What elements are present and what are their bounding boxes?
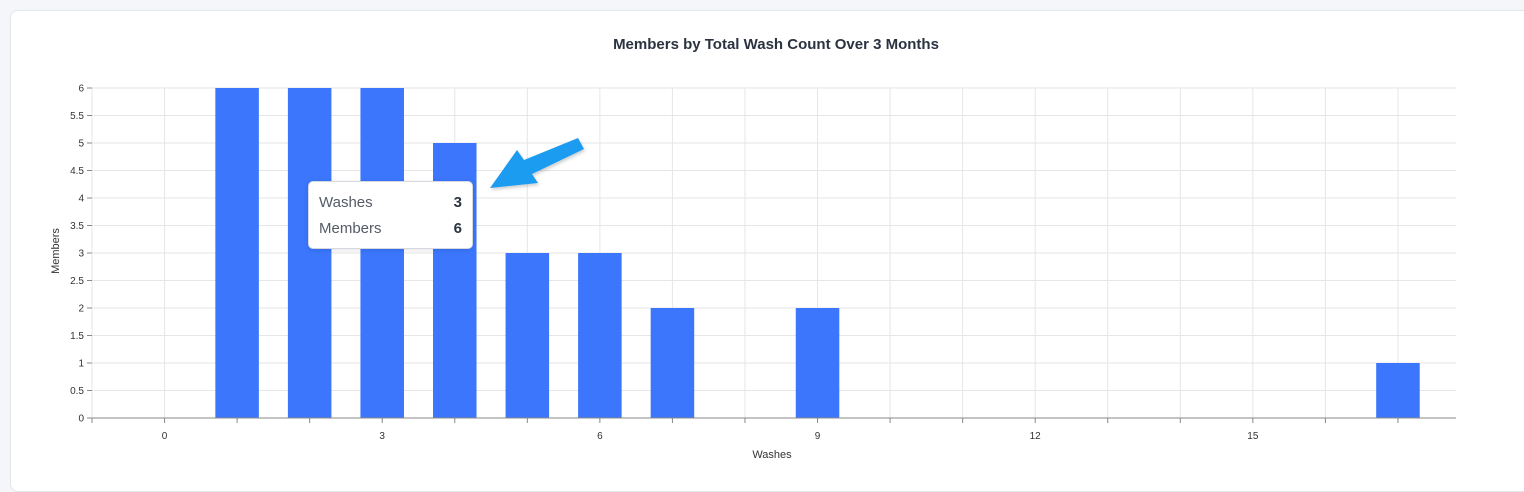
y-tick-label: 1	[78, 359, 84, 370]
bar	[650, 308, 695, 418]
x-tick-label: 0	[162, 431, 168, 442]
y-tick-label: 3	[78, 249, 84, 260]
bar	[287, 88, 332, 418]
x-axis: 0 3 6 9 12 15	[91, 417, 1456, 442]
tooltip-row-members: Members 6	[319, 220, 462, 242]
tooltip-label: Members	[319, 220, 382, 237]
bar	[505, 253, 550, 418]
bar	[215, 88, 259, 418]
y-tick-label: 4.5	[70, 166, 84, 177]
x-tick-label: 6	[597, 431, 603, 442]
bar	[795, 308, 840, 418]
bar	[1376, 363, 1420, 418]
tooltip-row-washes: Washes 3	[319, 194, 462, 216]
x-tick-label: 15	[1247, 431, 1259, 442]
x-tick-label: 9	[815, 431, 821, 442]
bar	[578, 253, 622, 418]
y-axis-title: Members	[50, 228, 62, 274]
bar-chart: 0 3 6 9 12 15 0 0.5 1 1.5 2 2.5 3 3.5 4 4.5 5 5.5 6 Washe…	[50, 84, 1456, 461]
x-tick-label: 3	[379, 431, 385, 442]
y-tick-label: 5	[78, 139, 84, 150]
y-tick-label: 2	[78, 304, 84, 315]
x-tick-label: 12	[1030, 431, 1042, 442]
tooltip-value: 3	[453, 194, 462, 211]
y-tick-label: 0	[78, 414, 84, 425]
bar	[360, 88, 404, 418]
chart-card	[10, 10, 1524, 492]
chart-tooltip: Washes 3 Members 6	[308, 181, 473, 249]
y-tick-label: 6	[78, 84, 84, 95]
y-tick-label: 0.5	[70, 386, 84, 397]
y-axis: 0 0.5 1 1.5 2 2.5 3 3.5 4 4.5 5 5.5 6	[70, 84, 92, 425]
y-tick-label: 5.5	[70, 111, 84, 122]
arrow-pointer-icon	[480, 128, 600, 198]
x-axis-title: Washes	[752, 449, 792, 461]
y-tick-label: 2.5	[70, 276, 84, 287]
y-tick-label: 4	[78, 194, 84, 205]
tooltip-label: Washes	[319, 194, 373, 211]
y-tick-label: 3.5	[70, 221, 84, 232]
chart-title: Members by Total Wash Count Over 3 Month…	[613, 36, 939, 53]
y-tick-label: 1.5	[70, 331, 84, 342]
tooltip-value: 6	[453, 220, 462, 237]
